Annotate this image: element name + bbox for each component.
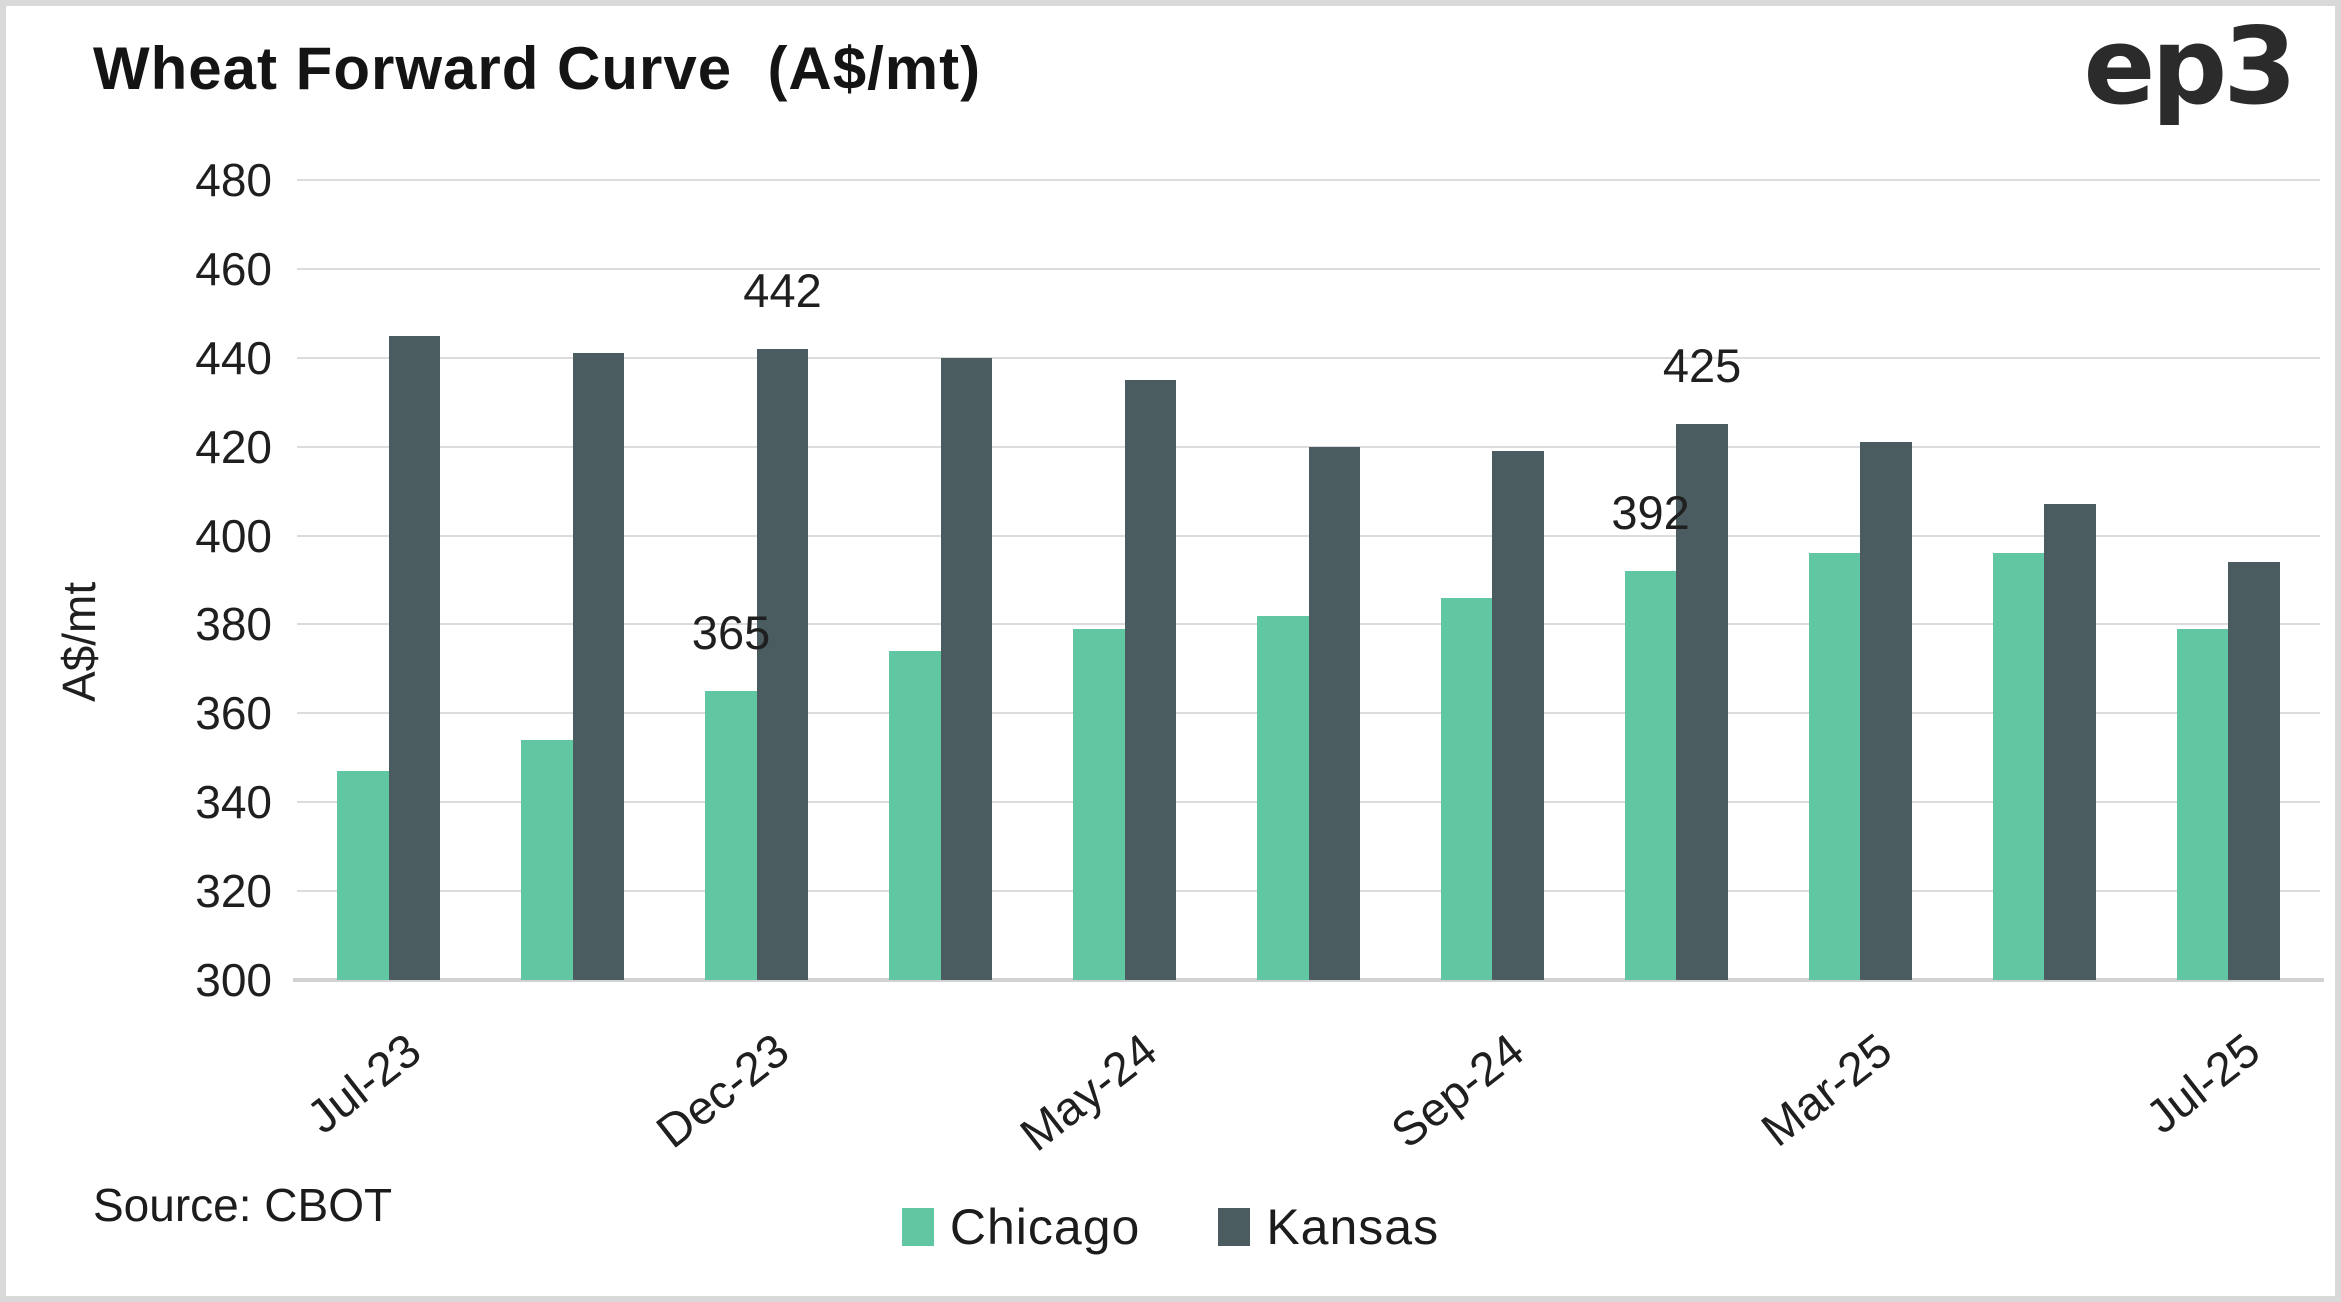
bar-kansas: [572, 353, 625, 980]
bar-kansas: [1124, 380, 1177, 980]
legend-item-chicago: Chicago: [901, 1198, 1141, 1256]
brand-logo: ep3: [2083, 5, 2297, 128]
x-tick-label: Dec-23: [645, 1022, 799, 1158]
bar-value-label: 425: [1662, 339, 1742, 393]
legend-swatch-kansas: [1218, 1208, 1251, 1246]
bar-kansas: [940, 357, 993, 980]
x-tick-label: May-24: [1009, 1022, 1166, 1162]
bar-chicago: [1992, 553, 2045, 980]
y-tick-label: 300: [195, 954, 272, 1006]
bar-chicago: [1257, 615, 1309, 980]
bar-chicago: [1073, 628, 1125, 980]
bar-kansas: [2044, 504, 2096, 980]
bar-chicago: [1440, 597, 1493, 980]
bar-kansas: [388, 335, 441, 980]
gridline: [297, 179, 2320, 181]
y-tick-label: 340: [195, 776, 272, 829]
y-tick-label: 480: [195, 154, 272, 206]
x-tick-label: Jul-23: [296, 1022, 431, 1144]
gridline: [297, 356, 2320, 359]
source-note: Source: CBOT: [93, 1179, 393, 1231]
bar-value-label: 365: [691, 606, 771, 660]
bar-kansas: [1308, 446, 1360, 980]
bar-kansas: [2228, 562, 2280, 980]
legend: Chicago Kansas: [0, 1198, 2341, 1256]
bar-chicago: [889, 651, 941, 980]
bar-chicago: [2176, 628, 2229, 980]
y-tick-label: 380: [195, 598, 272, 651]
legend-label-chicago: Chicago: [949, 1199, 1141, 1255]
x-axis-line: [293, 978, 2324, 982]
bar-chicago: [337, 771, 389, 980]
bar-kansas: [1860, 442, 1912, 980]
y-tick-label: 360: [195, 687, 272, 740]
legend-swatch-chicago: [901, 1208, 934, 1246]
chart-title: Wheat Forward Curve (A$/mt): [93, 35, 982, 102]
x-tick-label: Mar-25: [1751, 1022, 1902, 1157]
bar-kansas: [1492, 451, 1544, 980]
bar-chicago: [705, 691, 757, 980]
bar-kansas: [756, 348, 809, 980]
y-tick-label: 460: [195, 242, 272, 295]
bar-value-label: 442: [743, 263, 822, 317]
x-tick-label: Jul-25: [2135, 1022, 2270, 1144]
bar-chicago: [1624, 571, 1677, 980]
y-tick-label: 440: [195, 331, 272, 384]
legend-label-kansas: Kansas: [1266, 1199, 1440, 1255]
gridline: [297, 267, 2320, 270]
bar-chicago: [1808, 553, 1861, 980]
bar-kansas: [1676, 424, 1728, 980]
y-tick-label: 320: [195, 865, 272, 918]
x-tick-label: Sep-24: [1381, 1022, 1534, 1158]
legend-item-kansas: Kansas: [1218, 1198, 1439, 1256]
bar-value-label: 392: [1611, 486, 1690, 540]
y-tick-label: 400: [195, 509, 272, 562]
y-tick-label: 420: [195, 420, 272, 473]
bar-chicago: [521, 740, 573, 980]
